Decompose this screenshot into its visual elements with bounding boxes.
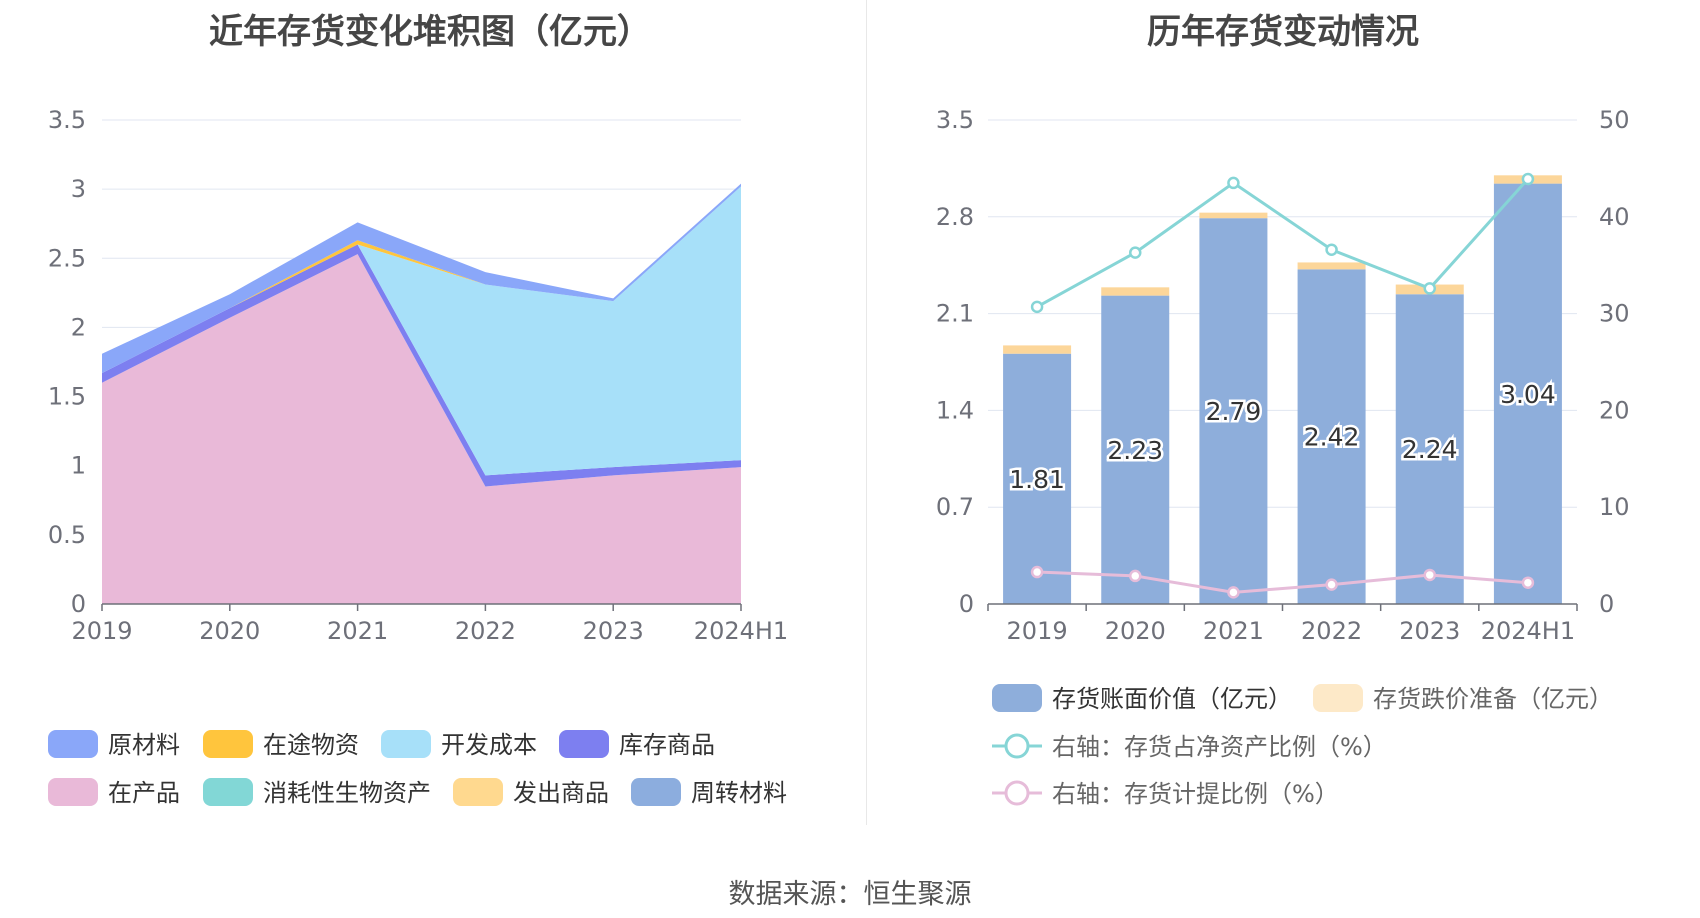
left-x-tick-label: 2023 xyxy=(583,617,644,645)
legend-label-消耗性生物资产: 消耗性生物资产 xyxy=(263,779,431,807)
bar-book-value xyxy=(1297,269,1366,604)
point-右轴：存货占净资产比例（%） xyxy=(1129,246,1142,259)
left-y-tick-label: 0.5 xyxy=(48,521,86,549)
area-库存商品 xyxy=(102,244,741,487)
left-x-tick-label: 2021 xyxy=(327,617,388,645)
legend-swatch-周转材料 xyxy=(631,778,681,806)
legend-swatch-原材料 xyxy=(48,730,98,758)
point-右轴：存货占净资产比例（%） xyxy=(1227,176,1240,190)
point-右轴：存货计提比例（%） xyxy=(1129,569,1142,583)
right-x-tick-label: 2020 xyxy=(1105,617,1166,645)
legend-swatch-开发成本 xyxy=(381,730,431,758)
legend-swatch-发出商品 xyxy=(453,778,503,806)
legend-swatch-库存商品 xyxy=(559,730,609,758)
legend-label-在途物资: 在途物资 xyxy=(263,731,359,759)
right-y-tick-label: 0.7 xyxy=(936,493,974,521)
right-y2-tick-label: 10 xyxy=(1599,493,1630,521)
right-y-tick-label: 2.8 xyxy=(936,203,974,231)
bar-data-label: 2.79 xyxy=(1206,397,1262,426)
bar-data-label: 2.23 xyxy=(1107,436,1163,465)
right-y2-tick-label: 0 xyxy=(1599,590,1614,618)
left-chart-title: 近年存货变化堆积图（亿元） xyxy=(209,12,651,52)
right-x-tick-label: 2021 xyxy=(1203,617,1264,645)
line-右轴：存货计提比例（%） xyxy=(1037,570,1529,594)
right-x-tick-label: 2024H1 xyxy=(1481,617,1575,645)
bar-data-label: 1.81 xyxy=(1009,465,1065,494)
bar-data-label: 2.42 xyxy=(1304,423,1360,452)
left-x-tick-label: 2019 xyxy=(71,617,132,645)
data-source: 数据来源：恒生聚源 xyxy=(728,879,972,910)
left-y-tick-label: 1 xyxy=(71,452,86,480)
bar-book-value xyxy=(1493,183,1562,604)
right-y2-tick-label: 40 xyxy=(1599,203,1630,231)
bar-provision xyxy=(1101,287,1170,296)
right-y-tick-label: 1.4 xyxy=(936,396,974,424)
legend-marker-右轴：存货计提比例（%） xyxy=(1004,780,1030,806)
area-开发成本 xyxy=(102,186,741,476)
bar-provision xyxy=(1199,212,1268,219)
left-y-tick-label: 0 xyxy=(71,590,86,618)
left-x-tick-label: 2024H1 xyxy=(694,617,788,645)
legend-marker-右轴：存货占净资产比例（%） xyxy=(1004,733,1030,759)
right-y-tick-label: 0 xyxy=(959,590,974,618)
point-右轴：存货计提比例（%） xyxy=(1521,576,1535,589)
panel-divider xyxy=(866,0,867,825)
legend-swatch-存货账面价值（亿元） xyxy=(992,684,1042,712)
legend-label-右轴：存货计提比例（%）: 右轴：存货计提比例（%） xyxy=(1052,780,1339,808)
line-右轴：存货占净资产比例（%） xyxy=(1036,178,1530,309)
legend-label-发出商品: 发出商品 xyxy=(513,779,609,807)
legend-label-开发成本: 开发成本 xyxy=(441,731,537,759)
point-右轴：存货占净资产比例（%） xyxy=(1423,282,1436,295)
right-chart-title: 历年存货变动情况 xyxy=(1147,12,1419,52)
bar-provision xyxy=(1003,345,1072,354)
point-右轴：存货计提比例（%） xyxy=(1423,568,1436,582)
bar-book-value xyxy=(1101,295,1170,604)
legend-swatch-消耗性生物资产 xyxy=(203,778,253,806)
bar-book-value xyxy=(1003,353,1072,604)
left-y-tick-label: 3 xyxy=(71,175,86,203)
legend-swatch-在途物资 xyxy=(203,730,253,758)
bar-data-label: 2.24 xyxy=(1402,435,1458,464)
left-y-tick-label: 2 xyxy=(71,313,86,341)
right-y-tick-label: 3.5 xyxy=(936,106,974,134)
area-在产品 xyxy=(102,254,741,604)
point-右轴：存货占净资产比例（%） xyxy=(1030,300,1044,314)
right-x-tick-label: 2022 xyxy=(1301,617,1362,645)
bar-data-label: 3.04 xyxy=(1500,380,1556,409)
left-y-tick-label: 1.5 xyxy=(48,383,86,411)
right-x-tick-label: 2023 xyxy=(1399,617,1460,645)
bar-provision xyxy=(1297,262,1366,270)
legend-swatch-在产品 xyxy=(48,778,98,806)
legend-label-右轴：存货占净资产比例（%）: 右轴：存货占净资产比例（%） xyxy=(1052,733,1387,761)
point-右轴：存货计提比例（%） xyxy=(1325,578,1338,591)
bar-book-value xyxy=(1199,218,1268,604)
right-y2-tick-label: 30 xyxy=(1599,300,1630,328)
right-y2-tick-label: 20 xyxy=(1599,396,1630,424)
legend-label-周转材料: 周转材料 xyxy=(691,779,787,807)
legend-label-库存商品: 库存商品 xyxy=(619,731,715,759)
left-y-tick-label: 3.5 xyxy=(48,106,86,134)
point-右轴：存货占净资产比例（%） xyxy=(1521,172,1535,186)
legend-label-在产品: 在产品 xyxy=(108,779,180,807)
right-y-tick-label: 2.1 xyxy=(936,300,974,328)
left-x-tick-label: 2020 xyxy=(199,617,260,645)
legend-label-原材料: 原材料 xyxy=(108,731,180,759)
left-y-tick-label: 2.5 xyxy=(48,244,86,272)
right-y2-tick-label: 50 xyxy=(1599,106,1630,134)
left-x-tick-label: 2022 xyxy=(455,617,516,645)
legend-label-存货跌价准备（亿元）: 存货跌价准备（亿元） xyxy=(1373,685,1613,713)
point-右轴：存货计提比例（%） xyxy=(1227,586,1240,599)
point-右轴：存货占净资产比例（%） xyxy=(1325,243,1338,256)
legend-label-存货账面价值（亿元）: 存货账面价值（亿元） xyxy=(1052,685,1292,713)
point-右轴：存货计提比例（%） xyxy=(1030,565,1044,579)
bar-book-value xyxy=(1395,294,1464,604)
legend-swatch-存货跌价准备（亿元） xyxy=(1313,684,1363,712)
right-x-tick-label: 2019 xyxy=(1007,617,1068,645)
